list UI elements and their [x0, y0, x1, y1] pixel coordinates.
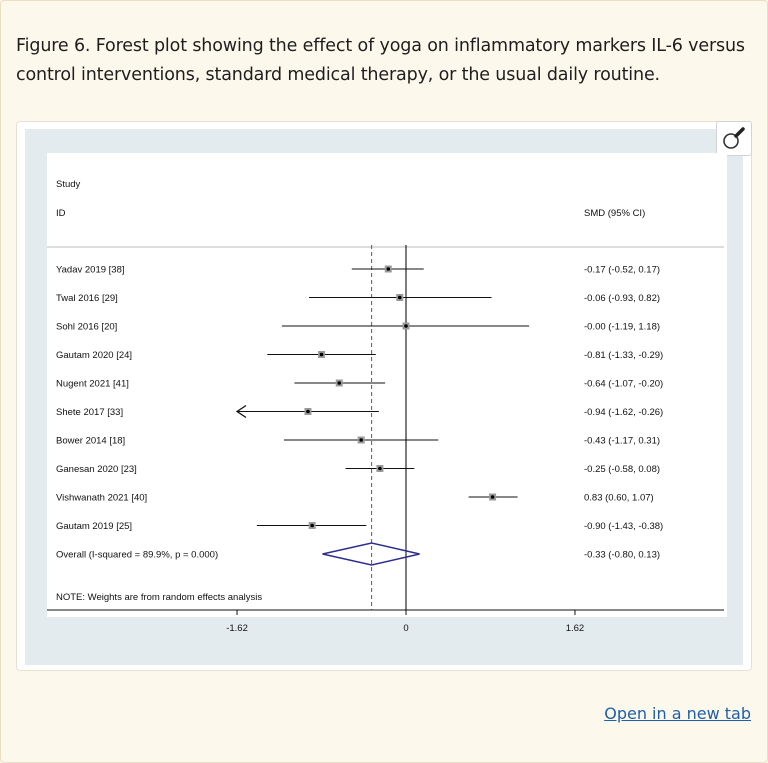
plot-area	[47, 153, 727, 617]
study-label: Gautam 2019 [25]	[56, 521, 132, 532]
study-ci-text: -0.81 (-1.33, -0.29)	[584, 350, 663, 361]
study-point	[386, 267, 391, 271]
overall-ci-text: -0.33 (-0.80, 0.13)	[584, 550, 660, 561]
study-label: Nugent 2021 [41]	[56, 379, 129, 390]
study-ci-text: -0.06 (-0.93, 0.82)	[584, 293, 660, 304]
study-ci-text: -0.43 (-1.17, 0.31)	[584, 436, 660, 447]
study-point	[337, 381, 342, 385]
study-ci-text: 0.83 (0.60, 1.07)	[584, 493, 654, 504]
study-point	[319, 352, 324, 357]
study-ci-text: -0.17 (-0.52, 0.17)	[584, 265, 660, 276]
study-label: Gautam 2020 [24]	[56, 350, 132, 361]
study-label: Sohl 2016 [20]	[56, 322, 117, 333]
study-label: Bower 2014 [18]	[56, 436, 125, 447]
study-point	[490, 495, 495, 499]
open-in-new-tab-link[interactable]: Open in a new tab	[604, 704, 751, 723]
study-point	[310, 523, 314, 528]
study-ci-text: -0.25 (-0.58, 0.08)	[584, 464, 660, 475]
forest-plot: Study ID SMD (95% CI) Yadav 2019 [38] -0.17 …	[47, 153, 727, 617]
header-effect-label: SMD (95% CI)	[584, 208, 645, 219]
weights-note: NOTE: Weights are from random effects an…	[56, 592, 262, 603]
overall-label: Overall (I-squared = 89.9%, p = 0.000)	[56, 550, 218, 561]
study-label: Ganesan 2020 [23]	[56, 464, 137, 475]
header-study: Study	[56, 179, 81, 190]
study-ci-text: -0.94 (-1.62, -0.26)	[584, 407, 663, 418]
study-ci-text: -0.90 (-1.43, -0.38)	[584, 521, 663, 532]
study-ci-text: -0.64 (-1.07, -0.20)	[584, 379, 663, 390]
figure-caption: Figure 6. Forest plot showing the effect…	[16, 36, 745, 85]
study-label: Shete 2017 [33]	[56, 407, 123, 418]
study-point	[397, 295, 402, 300]
study-point	[359, 438, 363, 442]
study-point	[404, 324, 408, 328]
magnifier-icon	[723, 126, 745, 149]
study-ci-text: -0.00 (-1.19, 1.18)	[584, 322, 660, 333]
study-label: Yadav 2019 [38]	[56, 265, 125, 276]
study-label: Twal 2016 [29]	[56, 293, 118, 304]
zoom-button[interactable]	[716, 121, 752, 156]
study-point	[378, 466, 382, 471]
study-ci-arrow	[235, 404, 247, 419]
header-id: ID	[56, 208, 66, 219]
forest-plot-layer: Study ID SMD (95% CI) Yadav 2019 [38] -0.17 …	[47, 179, 724, 615]
study-point	[306, 409, 310, 414]
overall-diamond	[322, 542, 420, 566]
study-label: Vishwanath 2021 [40]	[56, 493, 147, 504]
